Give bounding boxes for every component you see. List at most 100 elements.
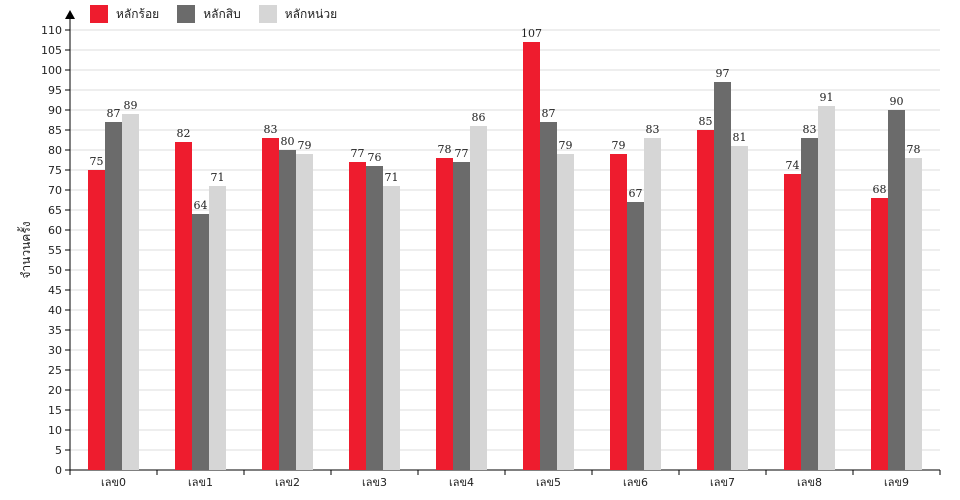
bar-value-label: 80 (281, 135, 295, 148)
bar (731, 146, 748, 470)
bar-value-label: 75 (90, 155, 104, 168)
y-axis-arrow-icon (65, 10, 75, 19)
bar (122, 114, 139, 470)
bar (209, 186, 226, 470)
bar-value-label: 71 (385, 171, 399, 184)
x-category-label: เลข4 (449, 476, 474, 489)
legend-label-hundreds: หลักร้อย (116, 6, 160, 21)
bar (627, 202, 644, 470)
y-tick-label: 65 (48, 204, 62, 217)
y-tick-label: 105 (41, 44, 62, 57)
bar (610, 154, 627, 470)
bar-value-label: 107 (521, 27, 542, 40)
bar-value-label: 97 (716, 67, 730, 80)
y-tick-label: 45 (48, 284, 62, 297)
x-category-label: เลข0 (101, 476, 126, 489)
bar-value-label: 79 (612, 139, 626, 152)
bar (714, 82, 731, 470)
y-tick-label: 75 (48, 164, 62, 177)
bar-value-label: 78 (907, 143, 921, 156)
bar (366, 166, 383, 470)
bar-value-label: 90 (890, 95, 904, 108)
bar-value-label: 83 (646, 123, 660, 136)
bar (279, 150, 296, 470)
y-tick-label: 50 (48, 264, 62, 277)
y-tick-label: 85 (48, 124, 62, 137)
bar-value-label: 83 (264, 123, 278, 136)
y-tick-label: 80 (48, 144, 62, 157)
y-tick-label: 0 (55, 464, 62, 477)
legend-swatch-hundreds (90, 5, 108, 23)
y-axis-label: จำนวนครั้ง (17, 221, 33, 278)
bar (262, 138, 279, 470)
bar (644, 138, 661, 470)
y-tick-label: 110 (41, 24, 62, 37)
bar-value-label: 86 (472, 111, 486, 124)
bar-value-label: 71 (211, 171, 225, 184)
bar (453, 162, 470, 470)
y-tick-label: 60 (48, 224, 62, 237)
bar (905, 158, 922, 470)
bar (557, 154, 574, 470)
bar-value-label: 64 (194, 199, 208, 212)
bar-value-label: 76 (368, 151, 382, 164)
bar (871, 198, 888, 470)
legend-item-hundreds[interactable]: หลักร้อย (90, 5, 159, 24)
bar (523, 42, 540, 470)
y-tick-label: 20 (48, 384, 62, 397)
bar (349, 162, 366, 470)
y-tick-label: 30 (48, 344, 62, 357)
x-category-label: เลข8 (797, 476, 822, 489)
bar-value-label: 91 (820, 91, 834, 104)
y-tick-label: 100 (41, 64, 62, 77)
y-tick-label: 95 (48, 84, 62, 97)
y-tick-label: 70 (48, 184, 62, 197)
x-category-label: เลข5 (536, 476, 561, 489)
bar (296, 154, 313, 470)
legend-item-units[interactable]: หลักหน่วย (258, 5, 337, 24)
bar (88, 170, 105, 470)
bar (540, 122, 557, 470)
legend-swatch-units (258, 5, 277, 23)
bar-value-label: 83 (803, 123, 817, 136)
bar (470, 126, 487, 470)
x-category-label: เลข6 (623, 476, 648, 489)
y-tick-label: 25 (48, 364, 62, 377)
bar-value-label: 79 (298, 139, 312, 152)
bar-value-label: 77 (351, 147, 365, 160)
bar-value-label: 67 (629, 187, 643, 200)
y-tick-label: 5 (55, 444, 62, 457)
bar-value-label: 74 (786, 159, 800, 172)
y-tick-label: 40 (48, 304, 62, 317)
bar-value-label: 85 (699, 115, 713, 128)
bar (192, 214, 209, 470)
bar (801, 138, 818, 470)
y-tick-label: 55 (48, 244, 62, 257)
legend-item-tens[interactable]: หลักสิบ (177, 5, 241, 24)
bar (697, 130, 714, 470)
bar (436, 158, 453, 470)
bar (784, 174, 801, 470)
bar-value-label: 87 (107, 107, 121, 120)
bar-value-label: 77 (455, 147, 469, 160)
y-tick-label: 15 (48, 404, 62, 417)
bar-value-label: 78 (438, 143, 452, 156)
bar-value-label: 79 (559, 139, 573, 152)
bar-value-label: 82 (177, 127, 191, 140)
x-category-label: เลข2 (275, 476, 300, 489)
bar-value-label: 68 (873, 183, 887, 196)
legend-label-tens: หลักสิบ (203, 6, 241, 21)
y-tick-label: 90 (48, 104, 62, 117)
chart-legend: หลักร้อย หลักสิบ หลักหน่วย (90, 4, 355, 24)
legend-swatch-tens (177, 5, 196, 23)
bar (888, 110, 905, 470)
x-category-label: เลข1 (188, 476, 213, 489)
x-category-label: เลข7 (710, 476, 735, 489)
bar (105, 122, 122, 470)
y-tick-label: 10 (48, 424, 62, 437)
bar-value-label: 81 (733, 131, 747, 144)
bar (383, 186, 400, 470)
bar-value-label: 89 (124, 99, 138, 112)
